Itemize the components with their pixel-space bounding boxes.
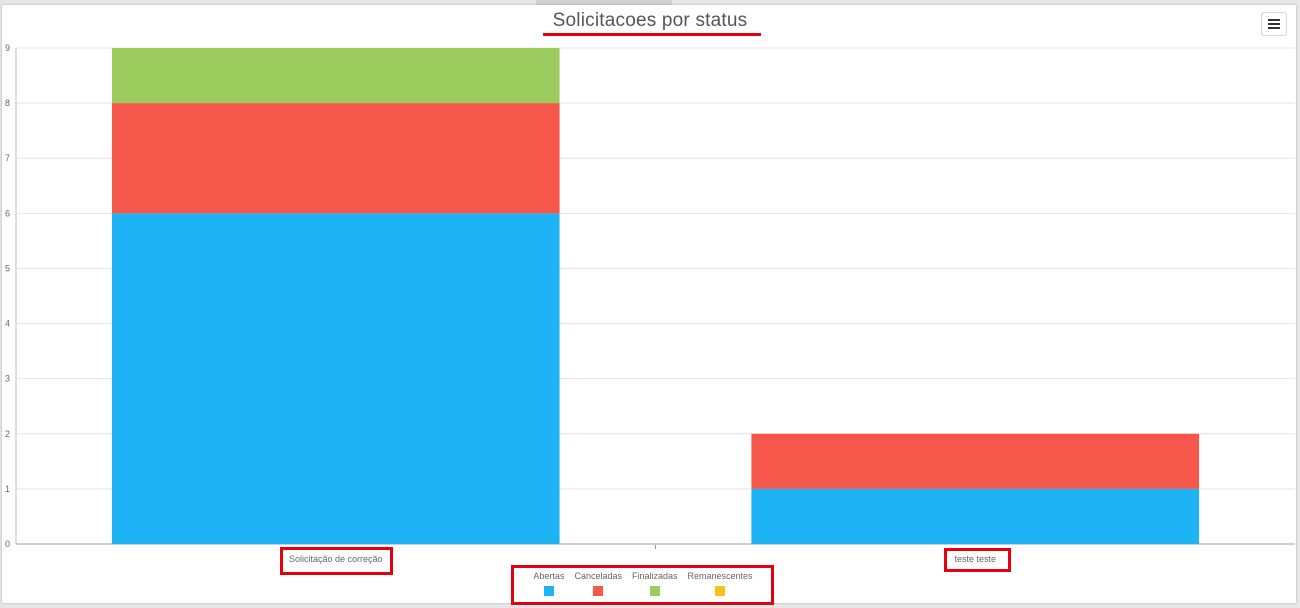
y-tick-label: 9 xyxy=(5,43,10,53)
y-tick-label: 5 xyxy=(5,263,10,273)
legend-swatch xyxy=(593,586,604,596)
y-tick-label: 2 xyxy=(5,429,10,439)
chart-legend: Abertas Canceladas Finalizadas Remanescente… xyxy=(517,571,769,601)
bar-segment-abertas xyxy=(751,488,1200,544)
bar-segment-canceladas xyxy=(751,433,1200,489)
x-category-label: teste teste xyxy=(954,554,996,564)
legend-label: Canceladas xyxy=(574,571,622,581)
y-tick-label: 8 xyxy=(5,98,10,108)
legend-label: Finalizadas xyxy=(631,571,678,581)
hamburger-menu-icon xyxy=(1268,17,1280,31)
y-tick-label: 1 xyxy=(5,484,10,494)
chart-title: Solicitacoes por status xyxy=(552,10,748,31)
y-tick-label: 3 xyxy=(5,374,10,384)
top-strip xyxy=(536,0,672,5)
bar-segment-abertas xyxy=(111,213,560,545)
legend-item-finalizadas[interactable]: Finalizadas xyxy=(632,571,678,601)
y-tick-label: 4 xyxy=(5,319,10,329)
legend-swatch xyxy=(715,586,726,596)
bar-segment-canceladas xyxy=(111,103,560,214)
x-category-label: Solicitação de correção xyxy=(289,554,383,564)
legend-label: Abertas xyxy=(533,571,565,581)
legend-item-canceladas[interactable]: Canceladas xyxy=(574,571,622,601)
y-tick-label: 0 xyxy=(5,539,10,549)
bar-segment-finalizadas xyxy=(111,48,560,104)
legend-label: Remanescentes xyxy=(687,571,753,581)
chart-menu-button[interactable] xyxy=(1261,12,1287,36)
y-tick-label: 6 xyxy=(5,208,10,218)
legend-swatch xyxy=(649,586,660,596)
legend-swatch xyxy=(543,586,554,596)
legend-item-abertas[interactable]: Abertas xyxy=(533,571,564,601)
legend-item-remanescentes[interactable]: Remanescentes xyxy=(688,571,753,601)
y-tick-label: 7 xyxy=(5,153,10,163)
